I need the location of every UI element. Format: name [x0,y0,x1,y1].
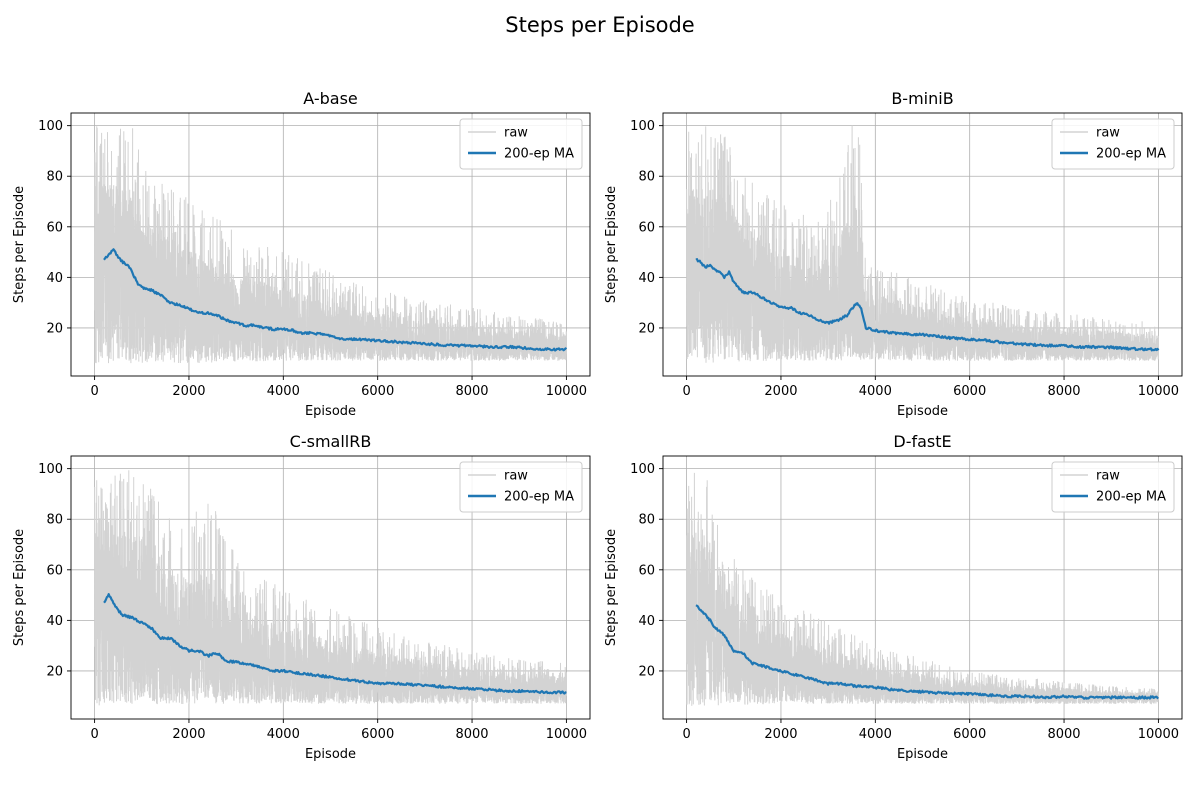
legend-label: 200-ep MA [504,490,574,505]
chart-panel-4: 0 2000 4000 6000 8000 10000 20 40 60 80 100 D-fastE… [604,432,1183,762]
y-tick-label: 100 [630,462,655,477]
x-axis-label: Episode [305,747,356,762]
series-raw [686,125,1159,363]
chart-panel-1: 0 2000 4000 6000 8000 10000 20 40 60 80 100 A-base E… [12,89,591,419]
y-axis-label: Steps per Episode [12,186,27,303]
y-tick-label: 80 [638,513,655,528]
series-ma [695,258,1160,352]
x-tick-label: 2000 [172,384,205,399]
y-tick-label: 100 [38,119,63,134]
chart-panel-3: 0 2000 4000 6000 8000 10000 20 40 60 80 100 C-small… [12,432,591,762]
x-tick-label: 2000 [764,384,797,399]
series-ma [103,593,567,695]
y-tick-label: 20 [638,664,655,679]
x-tick-label: 2000 [172,727,205,742]
y-tick-label: 60 [46,563,63,578]
chart-panel-2: 0 2000 4000 6000 8000 10000 20 40 60 80 100 B-miniB… [604,89,1183,419]
legend-label: raw [504,469,528,484]
legend-label: 200-ep MA [504,147,574,162]
x-axis-label: Episode [305,404,356,419]
x-tick-label: 4000 [267,384,300,399]
y-tick-label: 80 [638,170,655,185]
y-tick-label: 80 [46,513,63,528]
series-raw [686,472,1159,706]
axes-frame [70,455,591,720]
y-tick-label: 40 [638,271,655,286]
x-tick-label: 6000 [953,384,986,399]
legend: raw 200-ep MA [459,118,583,170]
series-ma [103,248,568,352]
x-axis-label: Episode [897,404,948,419]
x-tick-label: 8000 [1047,384,1080,399]
panel-title: A-base [303,89,358,108]
y-tick-label: 60 [638,563,655,578]
series-ma [695,604,1159,700]
x-tick-label: 2000 [764,727,797,742]
x-tick-label: 10000 [546,727,587,742]
legend-label: 200-ep MA [1096,490,1166,505]
y-tick-label: 40 [638,614,655,629]
x-tick-label: 6000 [361,384,394,399]
panel-title: D-fastE [893,432,951,451]
x-tick-label: 6000 [953,727,986,742]
axes-frame [662,112,1183,377]
y-tick-label: 80 [46,170,63,185]
x-tick-label: 8000 [455,384,488,399]
x-tick-label: 8000 [455,727,488,742]
x-tick-label: 6000 [361,727,394,742]
axes-frame [662,455,1183,720]
y-tick-label: 20 [46,321,63,336]
x-tick-label: 4000 [859,384,892,399]
y-tick-label: 20 [46,664,63,679]
y-tick-label: 100 [38,462,63,477]
y-axis-label: Steps per Episode [604,186,619,303]
legend-label: raw [1096,469,1120,484]
panel-title: B-miniB [891,89,953,108]
x-axis-label: Episode [897,747,948,762]
y-axis-label: Steps per Episode [12,529,27,646]
legend: raw 200-ep MA [1051,461,1175,513]
y-tick-label: 40 [46,614,63,629]
x-tick-label: 10000 [1138,727,1179,742]
y-tick-label: 60 [46,220,63,235]
y-tick-label: 20 [638,321,655,336]
figure-title: Steps per Episode [505,13,694,37]
x-tick-label: 10000 [546,384,587,399]
legend-label: raw [1096,126,1120,141]
y-tick-label: 100 [630,119,655,134]
series-raw [94,470,567,706]
legend: raw 200-ep MA [459,461,583,513]
axes-frame [70,112,591,377]
legend-label: 200-ep MA [1096,147,1166,162]
x-tick-label: 4000 [859,727,892,742]
y-tick-label: 60 [638,220,655,235]
panel-title: C-smallRB [290,432,372,451]
legend-label: raw [504,126,528,141]
x-tick-label: 0 [682,384,690,399]
x-tick-label: 0 [90,384,98,399]
panels: 0 2000 4000 6000 8000 1000020406080100A-baseE… [12,89,1183,762]
x-tick-label: 10000 [1138,384,1179,399]
y-tick-label: 40 [46,271,63,286]
y-axis-label: Steps per Episode [604,529,619,646]
x-tick-label: 0 [90,727,98,742]
series-raw [94,126,567,364]
x-tick-label: 0 [682,727,690,742]
x-tick-label: 4000 [267,727,300,742]
legend: raw 200-ep MA [1051,118,1175,170]
x-tick-label: 8000 [1047,727,1080,742]
